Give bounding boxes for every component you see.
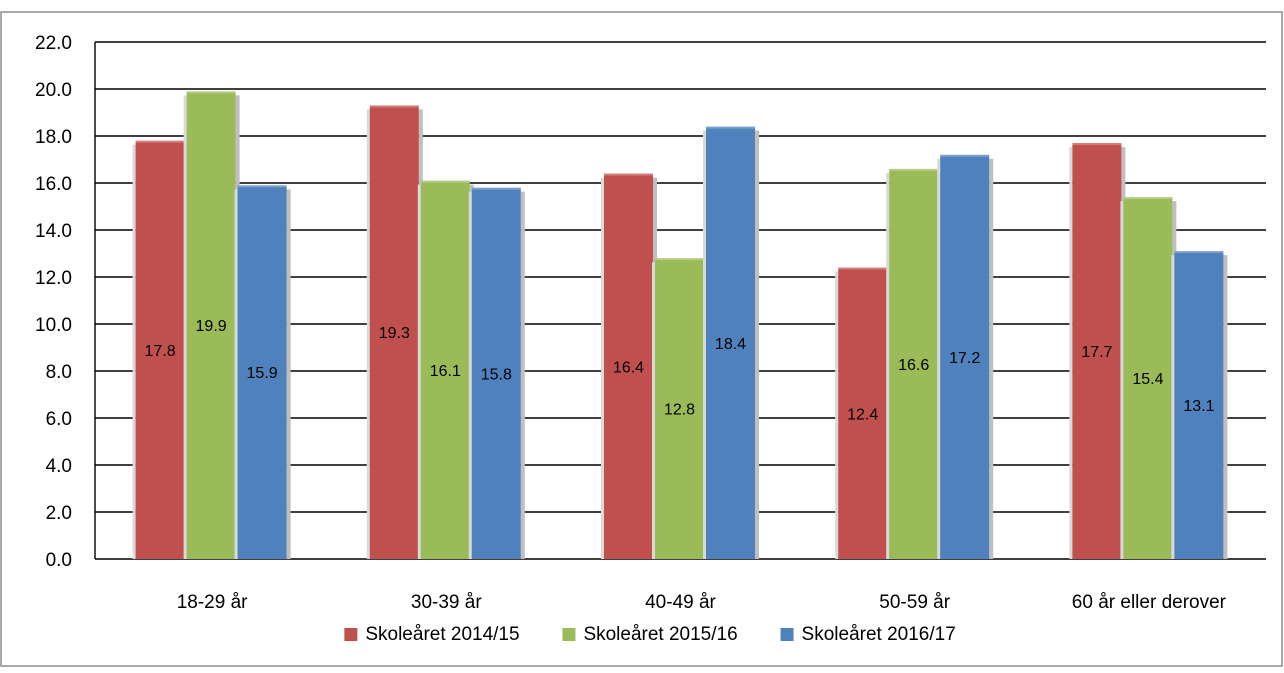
data-label: 17.8	[145, 343, 176, 360]
bar-top-highlight	[706, 126, 755, 129]
bar-top-highlight	[471, 187, 521, 190]
data-label: 15.8	[481, 366, 512, 383]
bar	[471, 187, 521, 559]
y-axis-ticks: 0.0 2.0 4.0 6.0 8.0 10.0 12.0 14.0 16.0 18.0 20.0 2…	[35, 33, 72, 571]
bar-top-highlight	[369, 105, 419, 108]
legend-swatch	[344, 628, 358, 641]
bar-left-shade	[417, 184, 421, 559]
x-category-label: 40-49 år	[645, 592, 716, 613]
bar-left-shade	[652, 262, 655, 559]
bar	[604, 173, 653, 559]
bar-top-highlight	[838, 267, 888, 270]
bar-left-shade	[234, 189, 238, 559]
bar-left-shade	[703, 130, 706, 559]
y-tick-label: 14.0	[35, 221, 72, 242]
y-tick-label: 20.0	[35, 80, 72, 101]
bar	[706, 126, 755, 559]
bar-left-shade	[132, 144, 136, 559]
y-tick-label: 18.0	[35, 127, 72, 148]
legend: Skoleåret 2014/15 Skoleåret 2015/16 Skoleå…	[344, 624, 956, 645]
bar-top-highlight	[420, 180, 470, 183]
y-tick-label: 10.0	[35, 315, 72, 336]
data-label: 12.8	[664, 402, 695, 419]
bar-left-shade	[1120, 201, 1124, 559]
bar	[1174, 251, 1224, 559]
bar	[135, 140, 185, 559]
bar-left-shade	[835, 271, 839, 559]
y-tick-label: 4.0	[46, 456, 72, 477]
y-tick-label: 22.0	[35, 33, 72, 54]
bar-left-shade	[468, 191, 472, 559]
bar	[420, 180, 470, 559]
bar-left-shade	[1069, 147, 1073, 560]
data-label: 17.2	[949, 350, 980, 367]
x-category-label: 30-39 år	[411, 592, 482, 613]
data-label: 18.4	[715, 336, 746, 353]
bar-right-shade	[286, 189, 291, 559]
x-category-label: 18-29 år	[177, 592, 248, 613]
bar-top-highlight	[1072, 143, 1122, 146]
bar-left-shade	[601, 177, 604, 559]
y-tick-label: 0.0	[46, 550, 72, 571]
bar-left-shade	[937, 158, 941, 560]
legend-label: Skoleåret 2016/17	[802, 624, 956, 645]
bar	[940, 154, 990, 560]
data-label: 19.9	[196, 318, 227, 335]
bar-left-shade	[886, 172, 890, 559]
y-tick-label: 6.0	[46, 409, 72, 430]
y-tick-label: 8.0	[46, 362, 72, 383]
bar-top-highlight	[655, 258, 704, 261]
data-label: 15.9	[247, 365, 278, 382]
x-category-label: 60 år eller derover	[1072, 592, 1227, 613]
bar-top-highlight	[604, 173, 653, 176]
bar	[1072, 143, 1122, 560]
bar	[889, 168, 939, 559]
legend-label: Skoleåret 2014/15	[365, 624, 519, 645]
bar-top-highlight	[1123, 197, 1173, 200]
y-tick-label: 12.0	[35, 268, 72, 289]
bar-top-highlight	[237, 185, 287, 188]
data-labels: 17.8 19.9 15.9 19.3 16.1 15.8 16.4 12.8 18.4 12.4…	[145, 318, 1215, 423]
bar-right-shade	[989, 158, 994, 560]
bar-top-highlight	[1174, 251, 1224, 254]
data-label: 16.6	[898, 357, 929, 374]
data-label: 17.7	[1081, 344, 1112, 361]
y-tick-label: 16.0	[35, 174, 72, 195]
bar-left-shade	[366, 109, 370, 559]
data-label: 12.4	[847, 406, 878, 423]
bar	[237, 185, 287, 559]
x-axis-categories: 18-29 år 30-39 år 40-49 år 50-59 år 60 år el…	[177, 592, 1227, 613]
bar	[1123, 197, 1173, 559]
legend-swatch	[780, 628, 794, 641]
bar-top-highlight	[186, 91, 236, 94]
bar-right-shade	[755, 130, 759, 559]
bar-top-highlight	[940, 154, 990, 157]
data-label: 16.1	[430, 363, 461, 380]
data-label: 13.1	[1183, 398, 1214, 415]
bar-right-shade	[520, 191, 525, 559]
y-tick-label: 2.0	[46, 503, 72, 524]
bar-left-shade	[1171, 255, 1175, 559]
data-label: 15.4	[1132, 371, 1163, 388]
bar-top-highlight	[889, 168, 939, 171]
legend-swatch	[562, 628, 576, 641]
bars	[132, 91, 1228, 560]
bar-right-shade	[1223, 255, 1228, 559]
bar	[838, 267, 888, 559]
bar	[369, 105, 419, 559]
x-category-label: 50-59 år	[879, 592, 950, 613]
legend-label: Skoleåret 2015/16	[583, 624, 737, 645]
bar	[655, 258, 704, 559]
heading-strip	[0, 0, 1284, 9]
bar	[186, 91, 236, 559]
data-label: 19.3	[379, 325, 410, 342]
bar-left-shade	[183, 95, 187, 559]
data-label: 16.4	[613, 359, 644, 376]
bar-top-highlight	[135, 140, 185, 143]
